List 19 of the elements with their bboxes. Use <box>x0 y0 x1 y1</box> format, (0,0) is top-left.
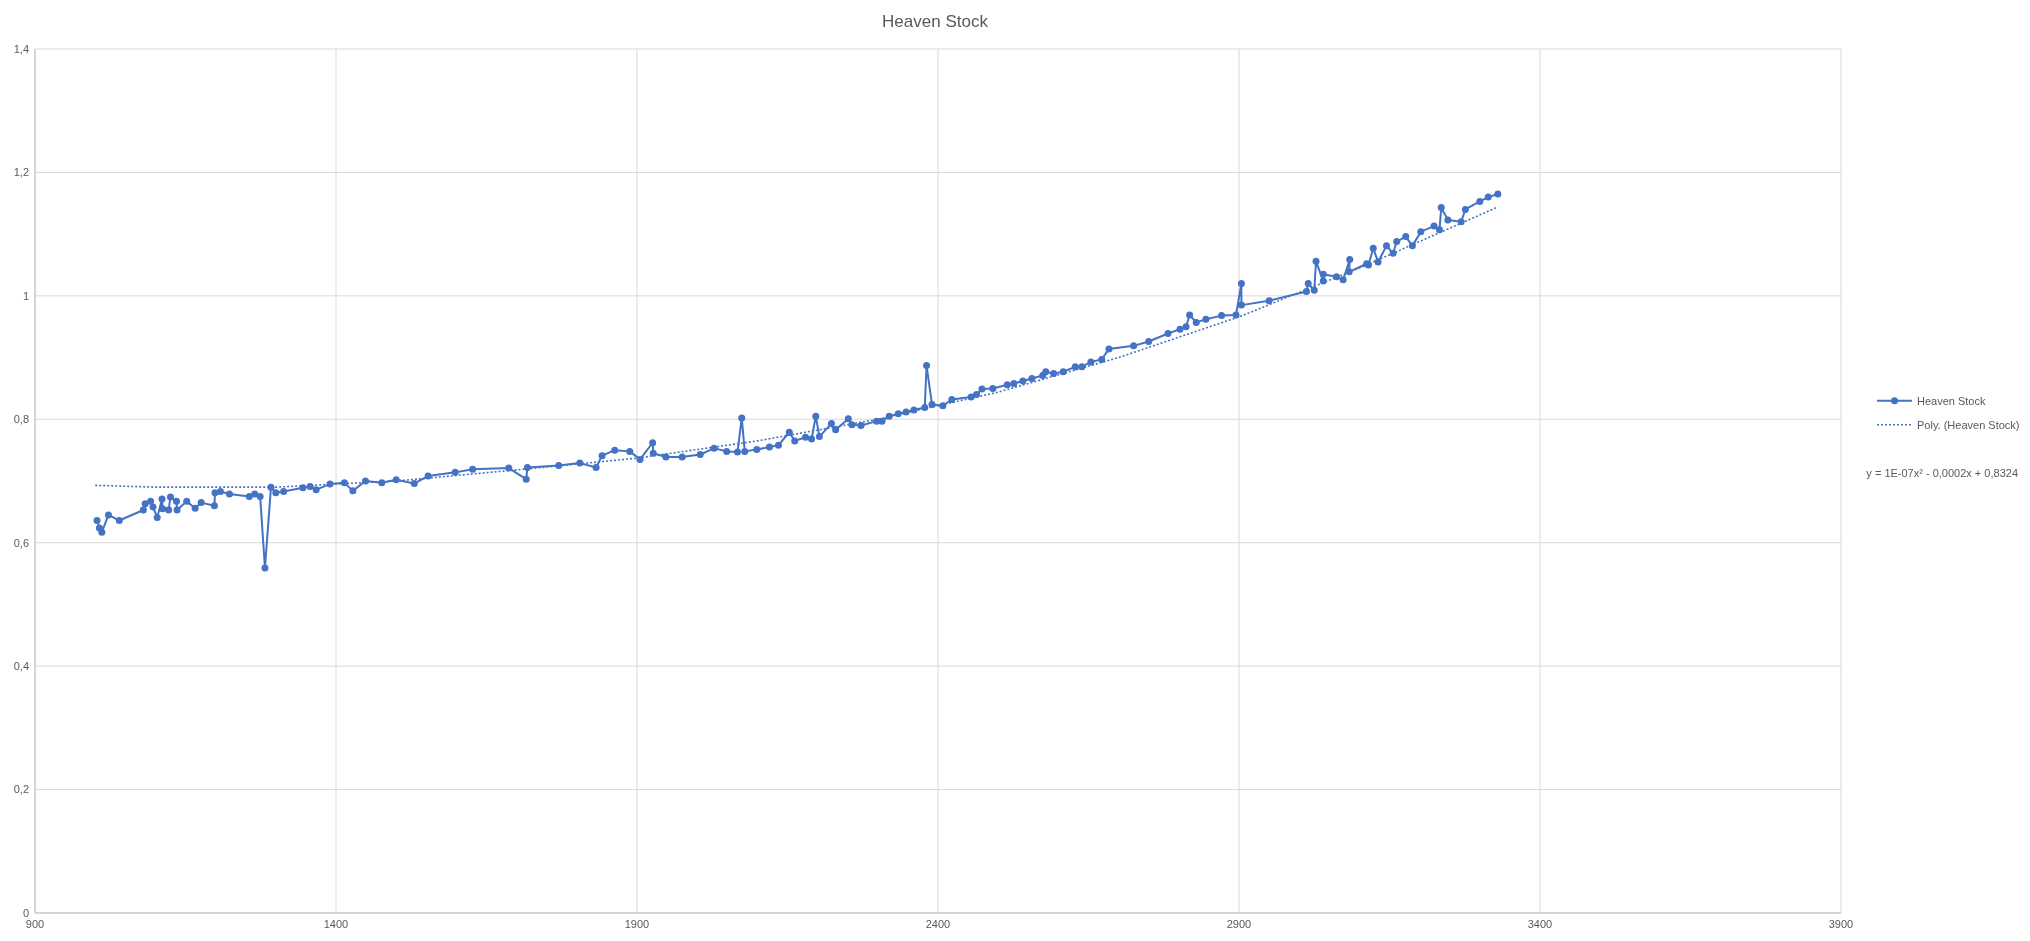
legend-label: Poly. (Heaven Stock) <box>1917 418 2020 431</box>
y-tick-label: 0,4 <box>13 659 29 672</box>
x-tick-label: 2400 <box>925 918 951 930</box>
chart-title: Heaven Stock <box>882 12 989 31</box>
x-tick-label: 900 <box>25 918 45 930</box>
y-tick-label: 1 <box>22 289 29 302</box>
y-tick-label: 0,8 <box>13 413 29 426</box>
y-tick-label: 0 <box>22 906 29 919</box>
y-tick-label: 0,6 <box>13 536 29 549</box>
x-tick-label: 2900 <box>1226 918 1252 930</box>
y-tick-label: 1,4 <box>13 42 29 55</box>
x-tick-label: 3400 <box>1527 918 1553 930</box>
y-tick-label: 0,2 <box>13 783 29 796</box>
x-tick-label: 3900 <box>1828 918 1854 930</box>
legend-label: Heaven Stock <box>1917 394 1986 407</box>
x-tick-label: 1900 <box>624 918 650 930</box>
text: y = 1E-07x² - 0,0002x + 0,8324 <box>1866 466 2018 479</box>
y-tick-label: 1,2 <box>13 166 29 179</box>
x-tick-label: 1400 <box>323 918 349 930</box>
